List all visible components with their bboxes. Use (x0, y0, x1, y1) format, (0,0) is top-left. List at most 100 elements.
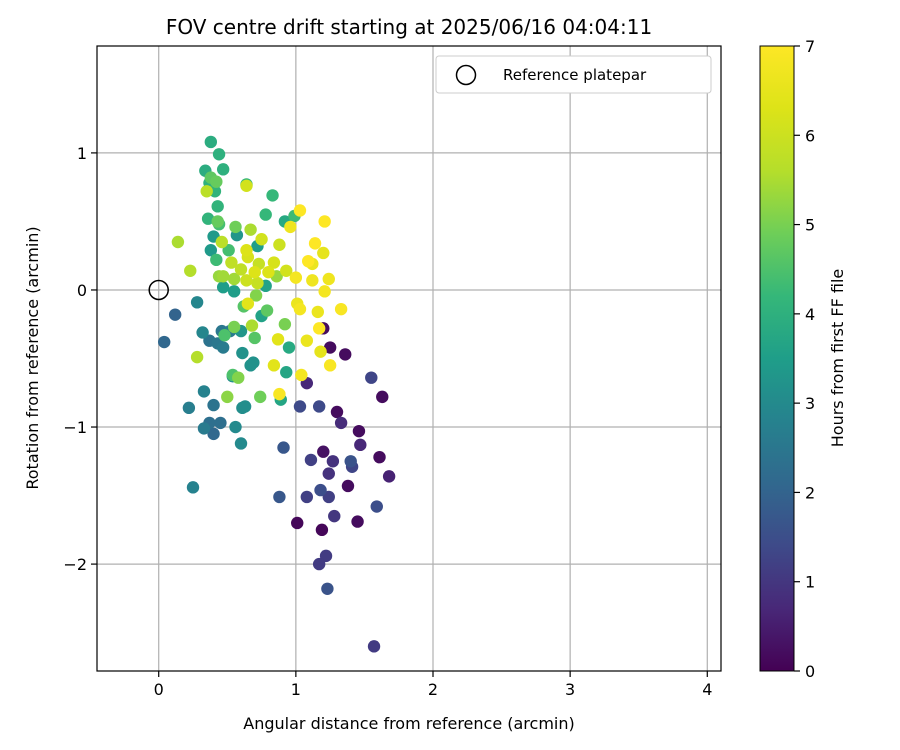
scatter-point (158, 335, 171, 349)
x-tick-label: 4 (702, 680, 712, 699)
x-tick-label: 3 (565, 680, 575, 699)
scatter-point (319, 549, 333, 563)
scatter-point (376, 390, 389, 404)
scatter-point (216, 341, 230, 354)
scatter-point (227, 320, 241, 334)
scatter-point (352, 424, 366, 438)
scatter-point (227, 285, 241, 298)
scatter-point (240, 274, 253, 287)
scatter-point (311, 305, 324, 319)
scatter-point (304, 453, 318, 467)
scatter-point (322, 272, 335, 286)
scatter-point (244, 223, 257, 236)
scatter-point (277, 441, 290, 454)
y-tick-label: 1 (77, 144, 87, 163)
scatter-point (212, 148, 226, 161)
scatter-point (262, 265, 275, 279)
scatter-point (271, 333, 285, 346)
scatter-point (251, 276, 264, 290)
x-axis-ticks: 0 1 2 3 4 (154, 671, 712, 699)
scatter-point (267, 256, 281, 269)
scatter-point (214, 416, 227, 430)
colorbar: 0 1 2 3 4 5 6 7 Hours from first FF file (759, 37, 847, 681)
scatter-point (266, 189, 279, 202)
scatter-point (218, 328, 231, 342)
scatter-point (229, 420, 242, 434)
scatter-point (314, 345, 327, 358)
scatter-point (254, 390, 267, 404)
scatter-point (282, 341, 296, 354)
scatter-point (284, 220, 297, 234)
scatter-point (318, 215, 331, 228)
scatter-point (328, 509, 341, 523)
scatter-point (344, 455, 357, 468)
scatter-point (314, 483, 327, 497)
legend-marker-reference (455, 64, 477, 86)
scatter-point (312, 322, 326, 335)
scatter-point (207, 427, 220, 441)
plot-area (97, 46, 721, 671)
scatter-point (190, 350, 204, 364)
scatter-point (234, 263, 248, 276)
scatter-point (168, 308, 182, 321)
scatter-point (215, 235, 228, 249)
scatter-point (196, 326, 209, 339)
y-axis-ticks: −2 −1 0 1 (63, 144, 97, 574)
colorbar-label: Hours from first FF file (828, 269, 847, 448)
legend-label-reference: Reference platepar (503, 66, 647, 84)
scatter-point (312, 400, 326, 413)
colorbar-tick-label: 1 (805, 573, 815, 592)
colorbar-gradient (759, 45, 795, 672)
x-tick-label: 1 (291, 680, 301, 699)
scatter-point (280, 366, 293, 379)
colorbar-tick-label: 6 (805, 126, 815, 145)
scatter-point (306, 274, 319, 287)
scatter-point (370, 500, 383, 513)
scatter-point (312, 557, 326, 571)
scatter-point (197, 422, 211, 435)
scatter-point (204, 244, 218, 257)
scatter-point (210, 175, 223, 188)
scatter-point (190, 296, 204, 309)
scatter-point (249, 289, 263, 302)
scatter-point (293, 302, 307, 316)
scatter-point (302, 254, 315, 268)
scatter-point (225, 256, 238, 269)
scatter-point (211, 200, 224, 213)
scatter-point (238, 400, 252, 413)
scatter-point (234, 437, 248, 450)
scatter-point (273, 238, 286, 251)
scatter-point (280, 264, 293, 277)
colorbar-tick-label: 2 (805, 483, 815, 502)
scatter-point (232, 371, 245, 384)
scatter-point (171, 235, 185, 249)
scatter-point (308, 237, 322, 250)
scatter-point (334, 416, 348, 430)
scatter-point (222, 244, 235, 257)
legend: Reference platepar (435, 55, 712, 94)
scatter-point (322, 490, 335, 504)
chart-title: FOV centre drift starting at 2025/06/16 … (166, 15, 652, 39)
scatter-point (323, 359, 337, 372)
scatter-point (248, 331, 261, 345)
scatter-point (293, 204, 307, 217)
scatter-point (244, 359, 257, 372)
colorbar-tick-label: 3 (805, 394, 815, 413)
scatter-point (240, 244, 253, 257)
scatter-point (293, 400, 307, 413)
reference-platepar-marker (148, 279, 169, 301)
colorbar-tick-label: 7 (805, 37, 815, 56)
scatter-point (236, 346, 249, 360)
scatter-point (317, 246, 330, 260)
scatter-point (295, 368, 308, 382)
scatter-point (323, 341, 337, 354)
scatter-point (227, 272, 241, 286)
scatter-point (211, 215, 224, 228)
scatter-point (300, 334, 314, 347)
scatter-point (240, 179, 253, 193)
scatter-point (245, 319, 259, 332)
scatter-point (300, 490, 314, 504)
scatter-points (158, 135, 396, 653)
scatter-point (216, 281, 230, 294)
